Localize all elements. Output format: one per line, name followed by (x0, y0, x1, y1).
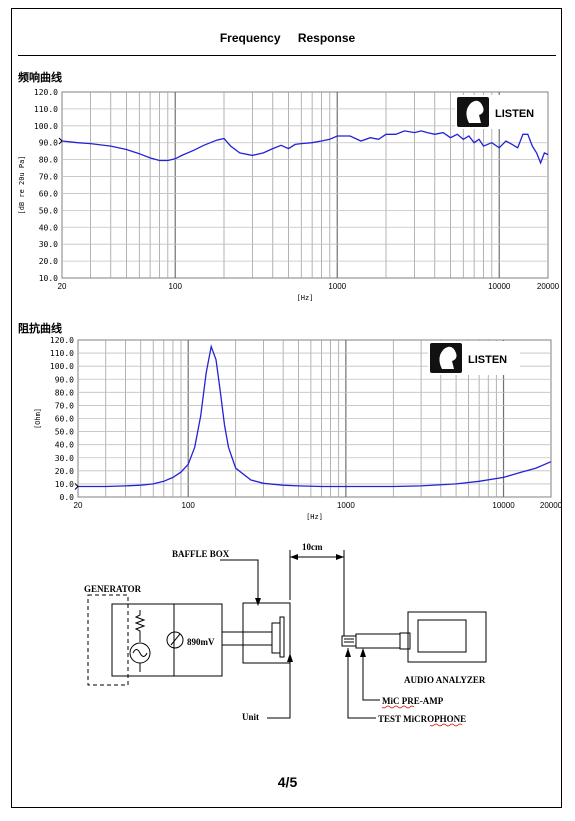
microphone-icon (341, 635, 357, 647)
y-tick-label: 0.0 (60, 493, 75, 502)
y-tick-label: 100.0 (34, 122, 58, 131)
y-tick-label: 10.0 (39, 274, 58, 283)
y-tick-label: 60.0 (55, 415, 74, 424)
generator-label: GENERATOR (84, 584, 142, 594)
unit-label: Unit (242, 712, 259, 722)
voltage-label: 890mV (187, 637, 215, 647)
x-tick-label: 100 (169, 282, 183, 291)
y-tick-label: 50.0 (55, 428, 74, 437)
speaker-unit (271, 622, 281, 654)
y-tick-label: 70.0 (39, 173, 58, 182)
x-tick-label: 20 (74, 501, 83, 510)
y-tick-label: 110.0 (50, 349, 74, 358)
voltmeter-icon (166, 631, 184, 649)
x-axis-label: [Hz] (306, 513, 323, 521)
impedance-chart: 0.0 10.0 20.0 30.0 40.0 50.0 60.0 70.0 80.0 90.0 1… (34, 336, 563, 521)
x-tick-label: 20000 (540, 501, 563, 510)
logo-head-silhouette (439, 346, 457, 369)
measurement-setup-diagram: 890mV GENERATOR BAFFLE BOX Unit 10cm AUD… (84, 542, 487, 727)
resistor-symbol (134, 610, 146, 642)
logo-text: LISTEN (468, 354, 507, 366)
y-tick-label: 60.0 (39, 189, 58, 198)
x-tick-label: 10000 (492, 501, 515, 510)
y-tick-label: 80.0 (39, 156, 58, 165)
audio-analyzer-label: AUDIO ANALYZER (404, 675, 486, 685)
audio-analyzer-box (407, 611, 487, 663)
imp-chart-title: 阻抗曲线 (18, 322, 62, 335)
series-line (78, 344, 552, 488)
y-tick-label: 40.0 (55, 441, 74, 450)
page-title: Frequency Response (219, 31, 356, 45)
series-line (61, 130, 549, 165)
generator-dashed-box (87, 594, 129, 686)
microphone-label: TEST MiCROPHONE (378, 714, 466, 724)
baffle-box-label: BAFFLE BOX (172, 549, 230, 559)
y-tick-label: 80.0 (55, 388, 74, 397)
logo-head-silhouette (466, 100, 484, 123)
preamp-label: MiC PRE-AMP (382, 696, 444, 706)
y-tick-label: 90.0 (39, 139, 58, 148)
y-tick-label: 20.0 (39, 257, 58, 266)
y-tick-label: 70.0 (55, 401, 74, 410)
y-axis-label: [Ohm] (34, 408, 42, 429)
x-tick-label: 20 (58, 282, 67, 291)
logo-text: LISTEN (495, 108, 534, 120)
y-axis-label: [dB re 20u Pa] (18, 155, 26, 214)
y-tick-label: 10.0 (55, 480, 74, 489)
x-tick-label: 10000 (488, 282, 511, 291)
distance-label: 10cm (302, 542, 323, 552)
cursor-marker (74, 483, 79, 490)
y-tick-label: 30.0 (55, 454, 74, 463)
preamp-body (355, 633, 401, 649)
y-tick-label: 100.0 (50, 362, 74, 371)
y-tick-label: 50.0 (39, 206, 58, 215)
freq-chart-title: 频响曲线 (18, 71, 62, 84)
y-tick-label: 90.0 (55, 375, 74, 384)
listen-logo: LISTEN (428, 341, 520, 375)
analyzer-screen (417, 619, 467, 653)
x-tick-label: 20000 (537, 282, 560, 291)
y-tick-label: 120.0 (50, 336, 74, 345)
y-tick-label: 40.0 (39, 223, 58, 232)
y-tick-label: 120.0 (34, 88, 58, 97)
page-number: 4/5 (277, 774, 298, 790)
frequency-response-chart: 10.0 20.0 30.0 40.0 50.0 60.0 70.0 80.0 90.0 100.… (18, 88, 560, 302)
baffle-box (242, 602, 291, 664)
y-tick-label: 110.0 (34, 105, 58, 114)
x-tick-label: 100 (182, 501, 196, 510)
cursor-marker (58, 137, 63, 145)
listen-logo: LISTEN (455, 95, 547, 129)
y-tick-label: 20.0 (55, 467, 74, 476)
y-tick-label: 30.0 (39, 240, 58, 249)
generator-box (111, 603, 223, 677)
x-axis-label: [Hz] (297, 294, 314, 302)
header-divider (18, 55, 556, 56)
x-tick-label: 1000 (337, 501, 355, 510)
page-frame (11, 8, 562, 808)
x-tick-label: 1000 (328, 282, 346, 291)
